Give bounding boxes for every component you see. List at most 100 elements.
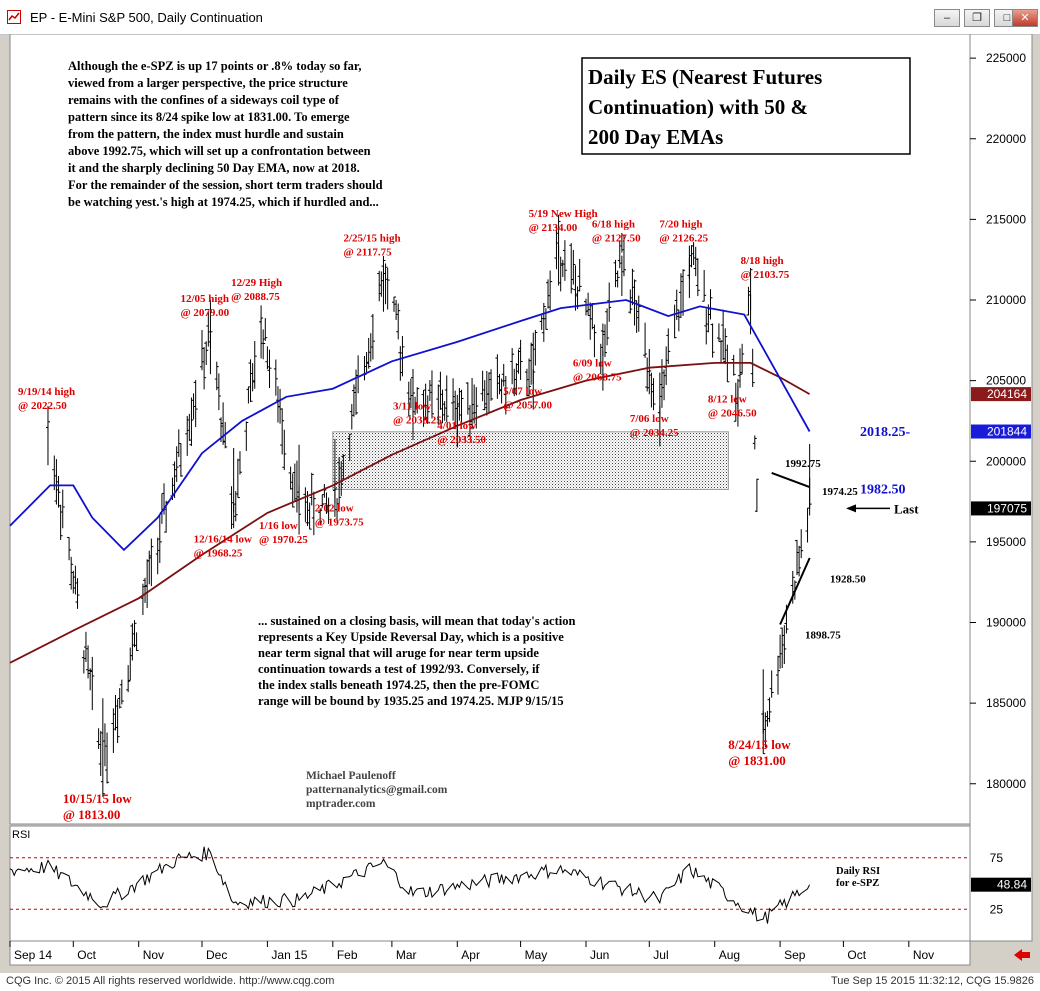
commentary-line-2: represents a Key Upside Reversal Day, wh… (258, 630, 564, 644)
price-annotation: 5/07 low (503, 385, 542, 397)
price-annotation: @ 2117.75 (343, 246, 392, 258)
price-axis (969, 34, 1033, 942)
commentary-line: Although the e-SPZ is up 17 points or .8… (68, 59, 361, 73)
level-label: 2018.25- (860, 425, 911, 440)
status-bar: CQG Inc. © 2015 All rights reserved worl… (0, 973, 1040, 991)
price-annotation: 9/19/14 high (18, 386, 75, 398)
commentary-line-2: the index stalls beneath 1974.25, then t… (258, 678, 539, 692)
commentary-line: from the pattern, the index must hurdle … (68, 127, 344, 141)
price-annotation: 7/20 high (659, 219, 702, 231)
price-axis-label: 210000 (986, 293, 1026, 307)
window-title: EP - E-Mini S&P 500, Daily Continuation (30, 10, 263, 25)
ema-50-line (9, 299, 811, 552)
price-tag-label: 197075 (987, 501, 1027, 515)
price-annotation: @ 1968.25 (194, 547, 243, 559)
price-annotation: 8/12 low (708, 393, 747, 405)
commentary-line-2: ... sustained on a closing basis, will m… (258, 614, 575, 628)
commentary-line: pattern since its 8/24 spike low at 1831… (68, 110, 350, 124)
price-annotation: @ 2022.50 (18, 400, 67, 412)
restore-icon: ❐ (972, 12, 982, 24)
price-tag-box (971, 501, 1031, 516)
level-label: 1982.50 (860, 482, 906, 497)
price-tag-label: 204164 (987, 387, 1027, 401)
commentary-line: remains with the confines of a sideways … (68, 93, 340, 107)
chart-title-box (581, 57, 911, 155)
commentary-line-2: range will be bound by 1935.25 and 1974.… (258, 694, 564, 708)
rsi-panel-title: RSI (12, 829, 30, 841)
last-arrow-head (846, 504, 856, 513)
price-annotation: 12/29 High (231, 277, 282, 289)
price-axis-label: 180000 (986, 777, 1026, 791)
price-axis-label: 220000 (986, 132, 1026, 146)
time-axis-label: Sep 14 (14, 948, 52, 962)
rsi-axis-label: 25 (990, 902, 1004, 916)
price-annotation: @ 1973.75 (315, 517, 364, 529)
price-annotation: 7/06 low (630, 413, 669, 425)
minimize-icon: – (943, 12, 951, 24)
time-axis-label: Nov (143, 948, 164, 962)
pattern-trendline (771, 472, 810, 488)
commentary-line-2: near term signal that will aruge for nea… (258, 646, 539, 660)
price-annotation: @ 2126.25 (659, 233, 708, 245)
commentary-line: be watching yest.'s high at 1974.25, whi… (68, 195, 379, 209)
price-annotation: 12/05 high (180, 293, 229, 305)
price-annotation: @ 2068.75 (573, 371, 622, 383)
commentary-line-2: continuation towards a test of 1992/93. … (258, 662, 540, 676)
price-axis-label: 185000 (986, 696, 1026, 710)
close-icon: ✕ (1020, 12, 1030, 24)
rsi-tag-label: 48.84 (997, 878, 1027, 892)
signature-line: patternanalytics@gmail.com (306, 784, 448, 796)
signature-line: Michael Paulenoff (306, 770, 396, 782)
price-annotation: @ 2057.00 (503, 399, 552, 411)
price-annotation: 2/02 low (315, 503, 354, 515)
time-axis-label: Nov (913, 948, 934, 962)
time-axis-label: Oct (847, 948, 866, 962)
price-axis-label: 195000 (986, 535, 1026, 549)
commentary-line: For the remainder of the session, short … (68, 178, 383, 192)
scroll-arrow-icon (1014, 949, 1030, 961)
commentary-line: viewed from a larger perspective, the pr… (68, 76, 348, 90)
signature-line: mptrader.com (306, 798, 376, 810)
price-annotation: 12/16/14 low (194, 533, 252, 545)
price-annotation: 2/25/15 high (343, 232, 400, 244)
pattern-label: 1974.25 (822, 486, 858, 498)
price-annotation: 6/18 high (592, 219, 635, 231)
close-button[interactable]: ✕ (1012, 9, 1038, 27)
time-axis-label: Oct (77, 948, 96, 962)
rsi-series-label: Daily RSI (836, 866, 880, 877)
time-axis-label: Jun (590, 948, 609, 962)
rsi-line (9, 846, 811, 924)
price-annotation: @ 2127.50 (592, 233, 641, 245)
price-annotation: 4/01 low (437, 420, 476, 432)
price-axis-label: 190000 (986, 616, 1026, 630)
price-annotation: 8/24/15 low (728, 737, 791, 752)
restore-button[interactable]: ❐ (964, 9, 990, 27)
rsi-series-label: for e-SPZ (836, 878, 879, 889)
pattern-label: 1928.50 (830, 574, 866, 586)
maximize-icon: □ (1003, 12, 1011, 24)
time-axis-label: Jan 15 (271, 948, 307, 962)
minimize-button[interactable]: – (934, 9, 960, 27)
price-annotation: @ 2103.75 (741, 269, 790, 281)
price-tag-label: 201844 (987, 425, 1027, 439)
time-axis-label: Mar (396, 948, 417, 962)
pattern-label: 1898.75 (805, 630, 841, 642)
commentary-line: it and the sharply declining 50 Day EMA,… (68, 161, 360, 175)
time-axis-label: Feb (337, 948, 358, 962)
price-annotation: 8/18 high (741, 255, 784, 267)
price-axis-label: 205000 (986, 374, 1026, 388)
app-icon (7, 10, 21, 24)
price-annotation: @ 1813.00 (63, 807, 121, 822)
price-annotation: 3/11 low (393, 401, 431, 413)
price-annotation: @ 2046.50 (708, 407, 757, 419)
price-tag-box (971, 424, 1031, 439)
time-axis-label: Sep (784, 948, 806, 962)
chart-canvas: 180000 185000 190000 195000 200000 205000 2100… (9, 34, 1033, 966)
rsi-axis-label: 75 (990, 851, 1004, 865)
pattern-trendline (779, 557, 811, 625)
time-axis (9, 940, 971, 966)
time-axis-label: May (525, 948, 548, 962)
price-annotation: 6/09 low (573, 357, 612, 369)
copyright-text: CQG Inc. © 2015 All rights reserved worl… (6, 975, 335, 987)
